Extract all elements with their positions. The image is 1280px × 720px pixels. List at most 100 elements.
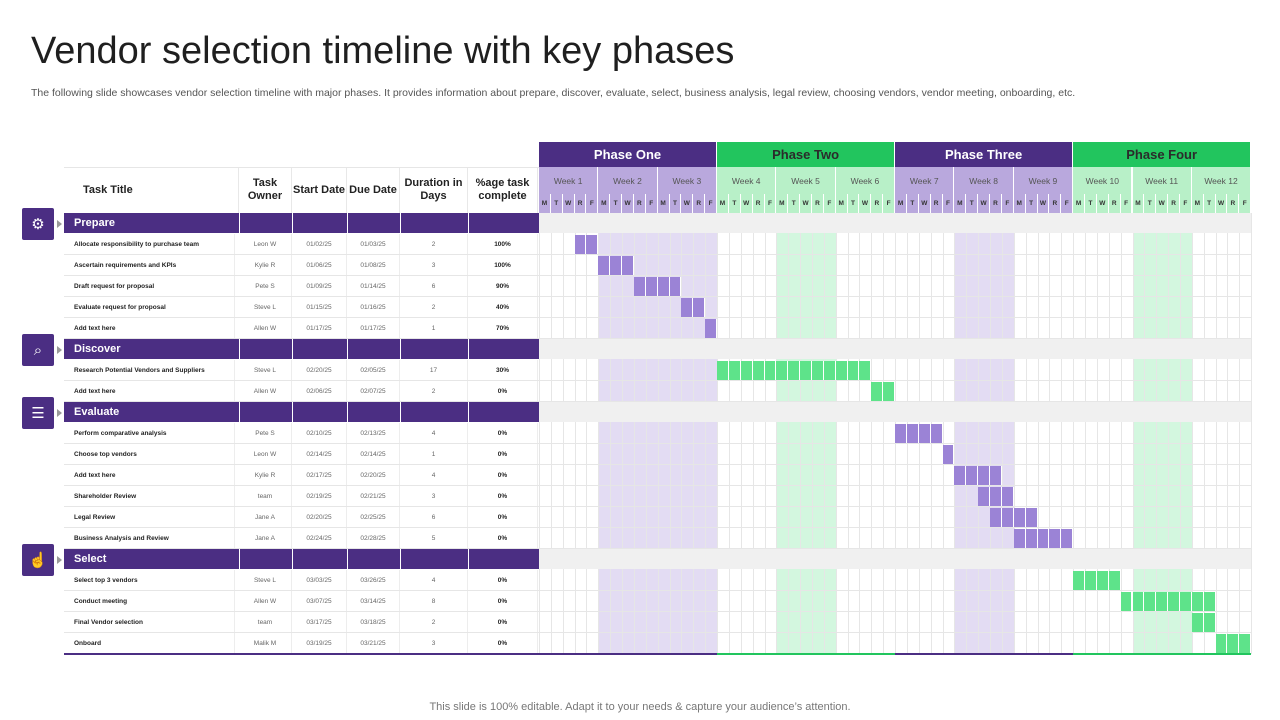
task-bar [586, 235, 599, 254]
due-date: 02/20/25 [347, 465, 400, 486]
day-header: M [1013, 194, 1026, 213]
task-owner: Kylie R [239, 255, 292, 276]
start-date: 01/17/25 [292, 318, 347, 339]
grid-line [764, 213, 766, 654]
duration-days: 4 [400, 465, 468, 486]
task-bar [812, 361, 824, 380]
grid-line [633, 213, 635, 654]
row-line [64, 527, 1252, 528]
task-bar [669, 277, 682, 296]
row-line [64, 485, 1252, 486]
task-bar [930, 424, 943, 443]
day-header: F [586, 194, 599, 213]
task-bar [1037, 529, 1050, 548]
section-divider [468, 402, 469, 422]
day-header: F [645, 194, 658, 213]
task-bar [859, 361, 872, 380]
section-divider [292, 402, 293, 422]
week-shade-column [1132, 213, 1192, 654]
start-date: 02/19/25 [292, 486, 347, 507]
phase-bottom-border [895, 653, 1074, 655]
task-bar [1108, 571, 1121, 590]
day-header: R [1227, 194, 1240, 213]
task-title: Final Vendor selection [64, 612, 235, 633]
week-header: Week 5 [776, 167, 836, 194]
phase-bottom-border [1073, 653, 1252, 655]
day-header: W [859, 194, 872, 213]
duration-days: 3 [400, 633, 468, 654]
grid-line [562, 213, 564, 654]
due-date: 02/21/25 [347, 486, 400, 507]
week-header: Week 1 [539, 167, 599, 194]
task-owner: Steve L [239, 570, 292, 591]
row-line [64, 317, 1252, 318]
due-date: 03/26/25 [347, 570, 400, 591]
section-divider [400, 549, 401, 569]
section-header-evaluate [64, 402, 539, 422]
grid-line [657, 213, 659, 654]
task-owner: Jane A [239, 528, 292, 549]
day-header: R [693, 194, 706, 213]
grid-line [586, 213, 588, 654]
phase-header-2: Phase Two [717, 142, 896, 167]
duration-days: 2 [400, 234, 468, 255]
task-title: Conduct meeting [64, 591, 235, 612]
day-header: M [657, 194, 670, 213]
grid-line [1025, 213, 1027, 654]
row-line [64, 611, 1252, 612]
row-line [64, 506, 1252, 507]
percent-complete: 0% [468, 486, 538, 507]
week-shade-column [954, 213, 1014, 654]
task-bar [776, 361, 789, 380]
duration-days: 3 [400, 486, 468, 507]
due-date: 02/14/25 [347, 444, 400, 465]
section-divider [400, 339, 401, 359]
section-header-prepare [64, 213, 539, 233]
day-header: M [717, 194, 729, 213]
day-header: R [574, 194, 587, 213]
start-date: 01/06/25 [292, 255, 347, 276]
task-bar [633, 277, 646, 296]
task-bar [871, 382, 884, 401]
header-top-line [64, 167, 539, 168]
clipboard-gear-icon: ⚙ [22, 208, 54, 240]
day-header: T [610, 194, 623, 213]
task-title: Add text here [64, 465, 235, 486]
task-bar [990, 508, 1002, 527]
task-bar [1025, 508, 1038, 527]
week-header: Week 4 [717, 167, 777, 194]
day-header: T [847, 194, 860, 213]
grid-line [1156, 213, 1158, 654]
grid-line [1013, 213, 1015, 654]
section-divider [347, 549, 348, 569]
grid-line [681, 213, 683, 654]
duration-days: 4 [400, 423, 468, 444]
task-owner: Steve L [239, 360, 292, 381]
task-bar [883, 382, 896, 401]
grid-line [1073, 213, 1075, 654]
week-header: Week 10 [1073, 167, 1133, 194]
start-date: 02/14/25 [292, 444, 347, 465]
grid-line [574, 213, 576, 654]
task-title: Evaluate request for proposal [64, 297, 235, 318]
task-owner: Malik M [239, 633, 292, 654]
grid-line [871, 213, 873, 654]
phase-bottom-border [539, 653, 718, 655]
duration-days: 6 [400, 276, 468, 297]
task-owner: team [239, 612, 292, 633]
task-owner: Leon W [239, 444, 292, 465]
percent-complete: 0% [468, 465, 538, 486]
task-bar [681, 298, 694, 317]
percent-complete: 40% [468, 297, 538, 318]
week-header: Week 6 [835, 167, 896, 194]
day-header: W [1215, 194, 1228, 213]
duration-days: 17 [400, 360, 468, 381]
task-bar [966, 466, 979, 485]
grid-line [1061, 213, 1063, 654]
footer-note: This slide is 100% editable. Adapt it to… [429, 701, 851, 713]
grid-line [847, 213, 849, 654]
section-divider [347, 339, 348, 359]
task-bar [1227, 634, 1240, 653]
percent-complete: 30% [468, 360, 538, 381]
percent-complete: 0% [468, 612, 538, 633]
